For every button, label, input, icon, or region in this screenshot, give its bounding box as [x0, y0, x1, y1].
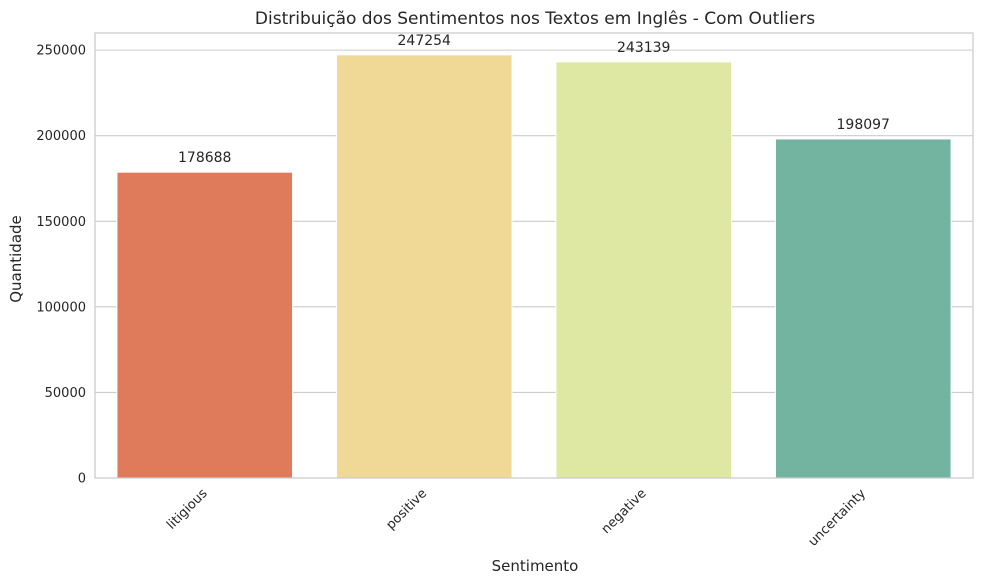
bar-value-label: 178688 [178, 150, 231, 166]
y-tick-label: 150000 [36, 215, 86, 230]
plot-frame [94, 32, 974, 479]
chart-title: Distribuição dos Sentimentos nos Textos … [255, 9, 815, 29]
bar-litigious [116, 171, 294, 479]
x-tick-label: litigious [164, 486, 211, 533]
y-axis-label: Quantidade [7, 215, 25, 303]
bars [116, 54, 952, 479]
y-tick-label: 100000 [36, 300, 86, 315]
bar-value-label: 243139 [617, 40, 670, 56]
y-tick-label: 0 [78, 472, 86, 487]
bar-positive [335, 54, 513, 479]
value-labels: 178688 247254 243139 198097 [178, 33, 890, 166]
x-axis-label: Sentimento [492, 557, 579, 575]
y-tick-label: 250000 [36, 44, 86, 59]
bar-value-label: 247254 [398, 33, 452, 49]
x-tick-label: positive [383, 486, 430, 533]
x-axis-ticks: litigious positive negative uncertainty [164, 486, 869, 550]
y-axis-ticks: 0 50000 100000 150000 200000 250000 [36, 44, 86, 487]
y-tick-label: 200000 [36, 129, 86, 144]
x-tick-label: uncertainty [806, 486, 870, 550]
x-tick-label: negative [599, 486, 650, 537]
bar-value-label: 198097 [837, 117, 890, 133]
bar-negative [555, 61, 733, 479]
y-tick-label: 50000 [45, 386, 86, 401]
plot-border [94, 32, 974, 479]
bar-uncertainty [774, 138, 952, 479]
